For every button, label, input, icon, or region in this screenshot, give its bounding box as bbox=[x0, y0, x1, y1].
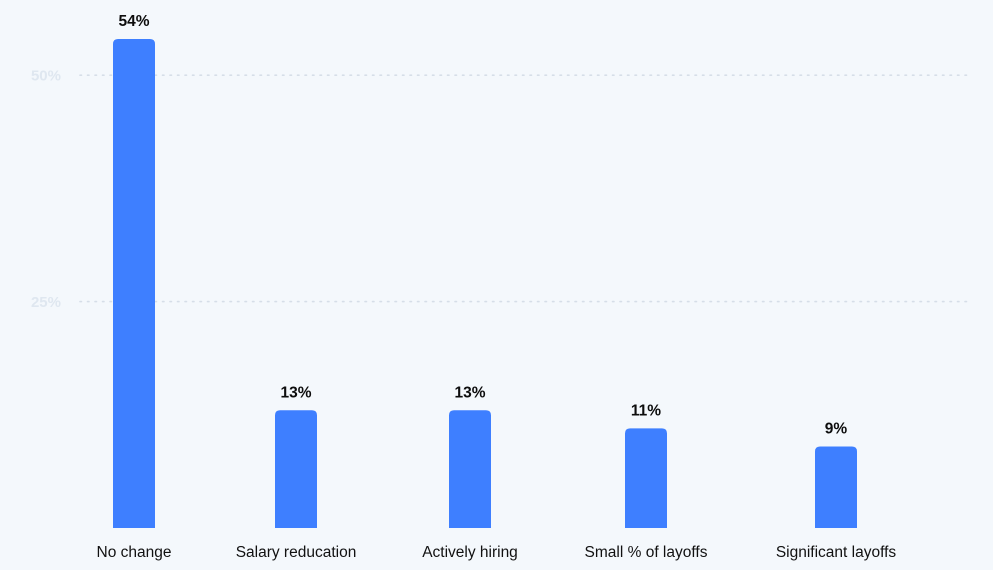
value-label: 54% bbox=[118, 13, 149, 30]
category-label: No change bbox=[97, 544, 172, 561]
label-layer: 54% No change 13% Salary reducation 13% Activ… bbox=[97, 13, 897, 561]
bar-salary-reducation bbox=[275, 410, 317, 528]
category-label: Significant layoffs bbox=[776, 544, 897, 561]
category-label: Small % of layoffs bbox=[585, 544, 708, 561]
grid-layer: 25% 50% bbox=[31, 68, 971, 311]
value-label: 11% bbox=[631, 402, 661, 419]
bar-layer bbox=[113, 39, 857, 528]
category-label: Actively hiring bbox=[422, 544, 518, 561]
value-label: 9% bbox=[825, 421, 848, 438]
value-label: 13% bbox=[454, 384, 485, 401]
y-tick-label-50: 50% bbox=[31, 68, 61, 85]
category-label: Salary reducation bbox=[236, 544, 357, 561]
y-tick-label-25: 25% bbox=[31, 294, 61, 311]
bar-significant-layoffs bbox=[815, 446, 857, 528]
bar-small-of-layoffs bbox=[625, 428, 667, 528]
bar-no-change bbox=[113, 39, 155, 528]
value-label: 13% bbox=[280, 384, 311, 401]
bar-actively-hiring bbox=[449, 410, 491, 528]
